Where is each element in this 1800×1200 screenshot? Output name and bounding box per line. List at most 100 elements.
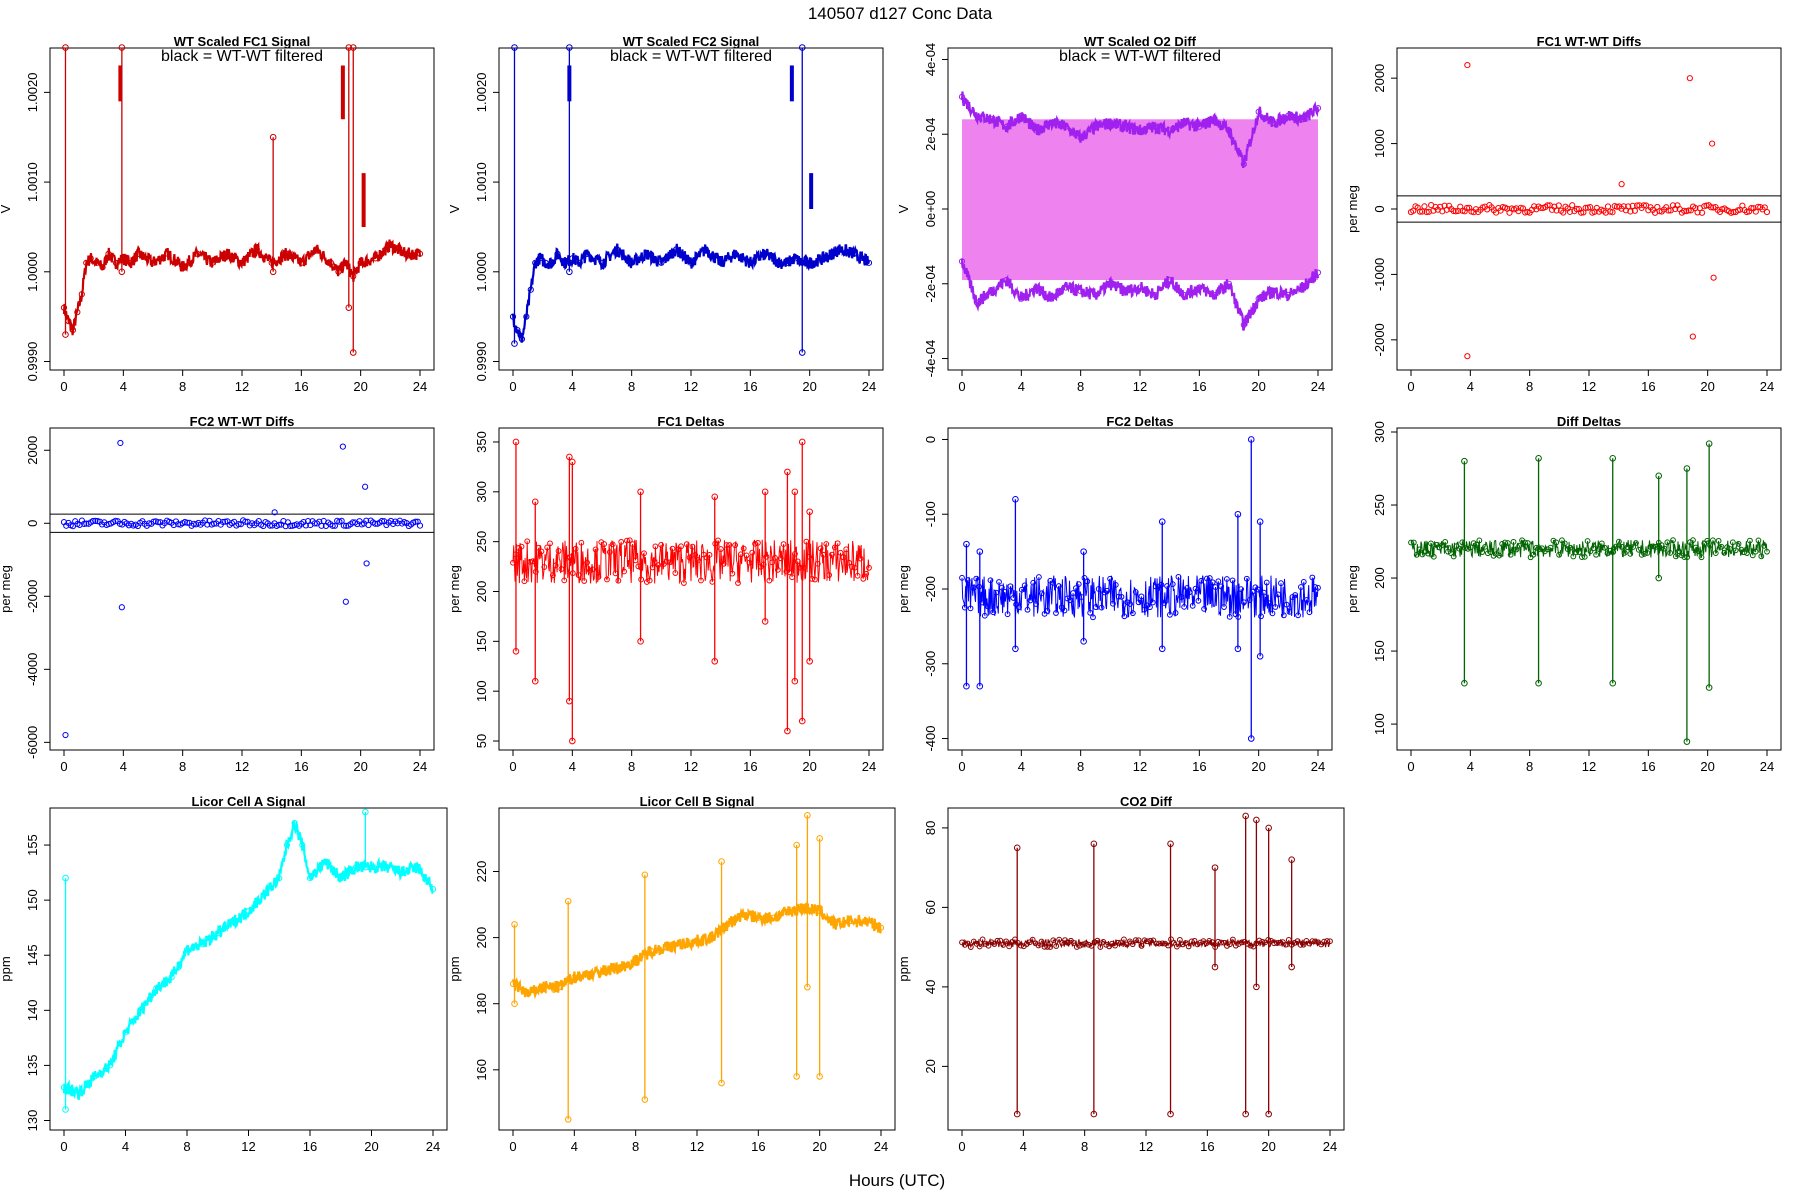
spike-point <box>976 682 984 690</box>
x-tick-label: 24 <box>862 759 876 774</box>
data-point <box>107 1062 114 1069</box>
spike-point <box>1609 454 1617 462</box>
data-point <box>329 522 336 529</box>
data-point <box>127 259 134 266</box>
x-tick-label: 0 <box>60 759 67 774</box>
spike-point <box>784 468 791 476</box>
spike-point <box>637 638 644 645</box>
data-point <box>1464 61 1471 69</box>
y-axis-label: V <box>896 204 911 213</box>
data-point <box>1423 208 1430 216</box>
data-point <box>571 974 578 981</box>
x-tick-label: 12 <box>690 1139 704 1154</box>
y-tick-label: 0 <box>25 520 40 527</box>
x-tick-label: 8 <box>1081 1139 1088 1154</box>
x-tick-label: 0 <box>509 759 516 774</box>
data-point <box>540 984 547 991</box>
x-tick-label: 16 <box>303 1139 317 1154</box>
y-tick-label: 160 <box>474 1059 489 1081</box>
y-tick-label: 200 <box>474 927 489 949</box>
data-point <box>363 560 370 567</box>
y-tick-label: 1.0000 <box>474 252 489 292</box>
spike-point <box>806 508 813 516</box>
data-point <box>1689 333 1696 340</box>
y-axis-label: ppm <box>447 956 462 981</box>
y-tick-label: 0 <box>923 436 938 443</box>
data-point <box>1650 543 1656 550</box>
figure-title: 140507 d127 Conc Data <box>808 4 993 23</box>
data-point <box>1247 942 1254 949</box>
y-tick-label: 1000 <box>1372 129 1387 158</box>
y-tick-label: 80 <box>923 821 938 835</box>
x-tick-label: 0 <box>1407 759 1414 774</box>
data-point <box>1582 204 1589 211</box>
data-point <box>598 259 606 266</box>
data-point <box>1544 202 1551 209</box>
y-axis-label: V <box>447 204 462 213</box>
data-point <box>399 869 406 876</box>
spike-point <box>793 841 800 849</box>
data-point <box>342 598 349 605</box>
spike-point <box>1683 738 1691 745</box>
y-tick-label: -4000 <box>25 653 40 686</box>
data-point <box>1136 284 1144 291</box>
x-tick-label: 24 <box>413 759 427 774</box>
spike-point <box>1247 436 1255 443</box>
spike-point <box>976 548 984 555</box>
data-point <box>235 520 242 528</box>
data-point <box>1300 284 1307 291</box>
data-point <box>1270 288 1277 295</box>
data-point <box>1129 941 1136 948</box>
x-tick-label: 4 <box>1467 379 1474 394</box>
y-tick-label: 200 <box>1372 567 1387 589</box>
x-tick-label: 4 <box>569 379 576 394</box>
data-point <box>416 522 424 529</box>
x-tick-label: 24 <box>874 1139 888 1154</box>
panel-title: Diff Deltas <box>1557 414 1621 429</box>
x-tick-label: 20 <box>802 379 816 394</box>
y-tick-label: 20 <box>923 1059 938 1073</box>
data-point <box>135 250 142 257</box>
data-point <box>1709 140 1716 147</box>
spike-point <box>1247 735 1255 742</box>
x-tick-label: 8 <box>1526 759 1533 774</box>
spike-point <box>1265 1110 1272 1118</box>
data-point <box>1686 75 1693 82</box>
data-point <box>1616 538 1622 545</box>
data-point <box>555 984 563 991</box>
data-point <box>1631 207 1638 214</box>
x-tick-label: 0 <box>958 379 965 394</box>
x-tick-label: 20 <box>1251 379 1265 394</box>
y-tick-label: 0.9990 <box>25 342 40 382</box>
data-point <box>658 259 665 266</box>
data-point <box>242 518 249 525</box>
y-tick-label: 145 <box>25 944 40 966</box>
data-point <box>245 908 252 915</box>
y-tick-label: 300 <box>474 481 489 503</box>
x-tick-label: 16 <box>294 379 308 394</box>
data-point <box>1270 119 1277 127</box>
spike-point <box>1256 518 1264 526</box>
data-point <box>988 288 995 295</box>
data-point <box>1077 288 1084 295</box>
spike-point <box>564 897 572 905</box>
data-point <box>1196 284 1203 291</box>
x-tick-label: 12 <box>235 759 249 774</box>
spike-point <box>1234 645 1242 653</box>
data-point <box>1181 291 1188 299</box>
panel-note: black = WT-WT filtered <box>161 48 323 65</box>
data-point <box>776 259 784 266</box>
data-point <box>604 576 610 583</box>
data-point <box>1629 202 1636 209</box>
data-point <box>877 924 885 931</box>
spike-point <box>816 835 823 842</box>
data-point <box>518 335 526 343</box>
data-point <box>1018 295 1025 302</box>
figure-xlabel: Hours (UTC) <box>849 1171 945 1190</box>
data-point <box>383 863 390 871</box>
y-axis-label: per meg <box>447 565 462 613</box>
spike-point <box>118 268 126 276</box>
data-point <box>298 259 305 266</box>
